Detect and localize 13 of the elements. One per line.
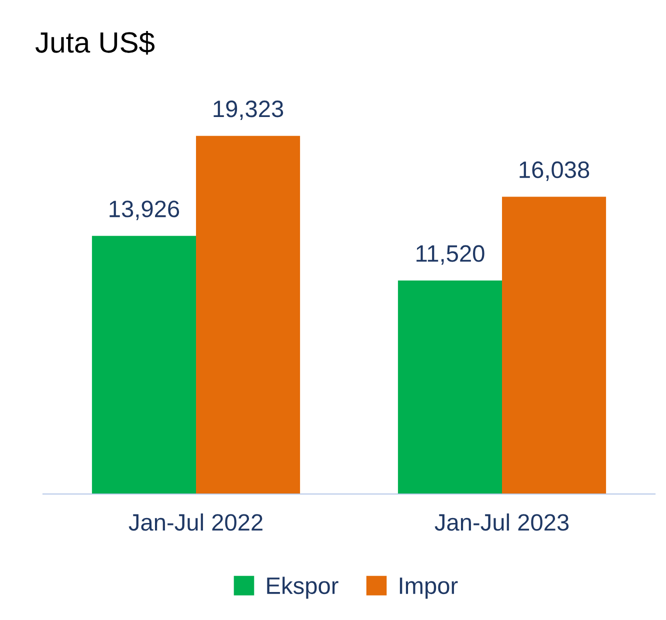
x-tick-label: Jan-Jul 2022 xyxy=(128,513,262,531)
bar xyxy=(502,196,606,494)
data-label: 13,926 xyxy=(110,200,180,220)
legend-label: Impor xyxy=(400,578,458,599)
data-label: 19,323 xyxy=(214,100,284,120)
x-tick-label: Jan-Jul 2023 xyxy=(434,513,569,531)
chart-title: Juta US$ xyxy=(35,30,154,55)
data-label: 16,038 xyxy=(520,161,590,181)
bar xyxy=(92,236,196,494)
legend-label: Ekspor xyxy=(267,576,338,599)
data-label: 11,520 xyxy=(416,245,484,265)
bar xyxy=(398,280,502,494)
bar xyxy=(196,136,300,494)
